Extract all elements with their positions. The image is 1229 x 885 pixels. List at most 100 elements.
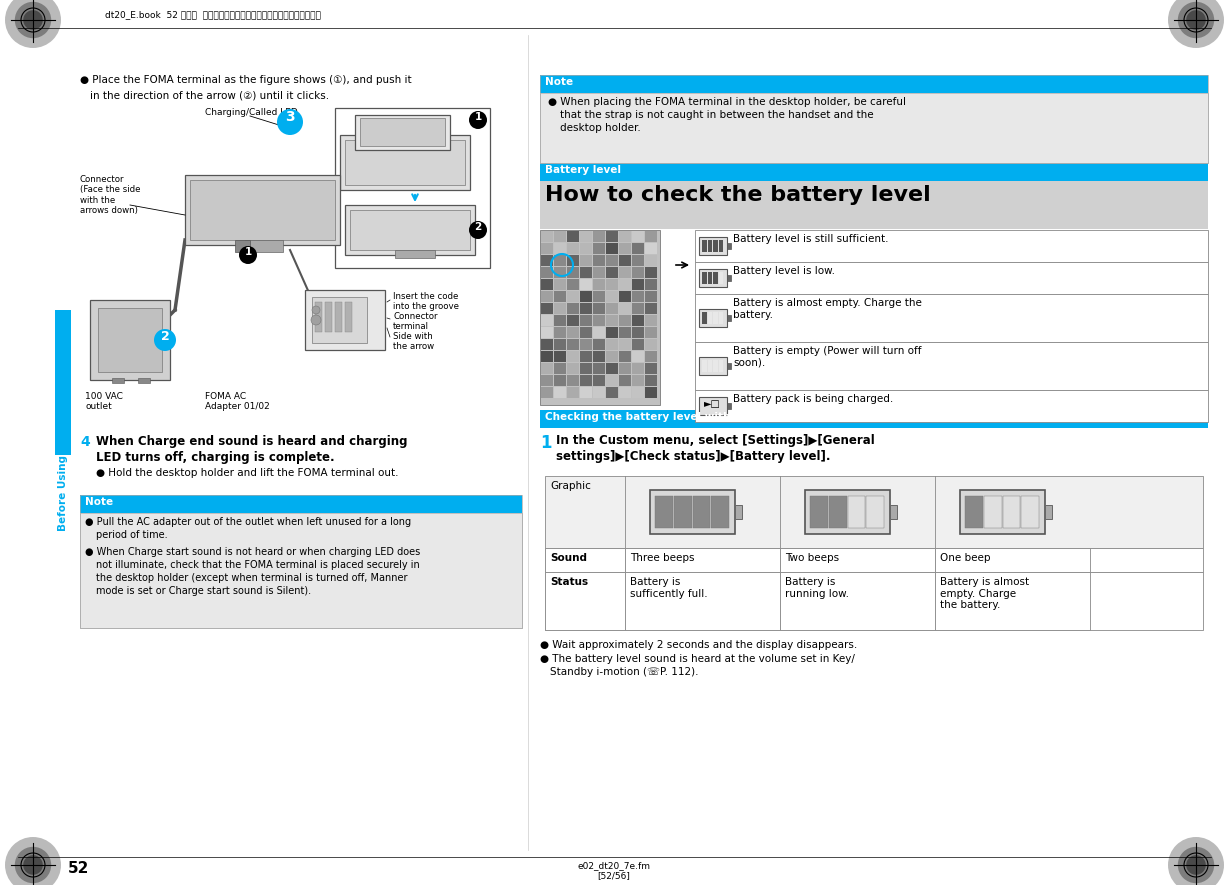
Bar <box>696 390 1208 422</box>
Bar <box>541 231 553 242</box>
Bar <box>554 351 567 362</box>
Bar <box>606 363 618 374</box>
Text: ● Wait approximately 2 seconds and the display disappears.: ● Wait approximately 2 seconds and the d… <box>540 640 858 650</box>
Bar <box>713 360 718 372</box>
Bar <box>98 308 162 372</box>
Text: Graphic: Graphic <box>551 481 591 491</box>
Bar <box>645 387 658 398</box>
Bar <box>186 175 340 245</box>
Circle shape <box>238 246 257 264</box>
Bar <box>1045 505 1052 519</box>
Bar <box>540 75 1208 93</box>
Bar <box>541 351 553 362</box>
Bar <box>645 291 658 302</box>
Bar <box>360 118 445 146</box>
Bar <box>702 240 707 252</box>
Text: 100 VAC
outlet: 100 VAC outlet <box>85 392 123 412</box>
Bar <box>554 267 567 278</box>
Bar <box>645 243 658 254</box>
Bar <box>567 339 579 350</box>
Bar <box>708 360 712 372</box>
Bar <box>567 375 579 386</box>
Text: Before Using the Handset: Before Using the Handset <box>58 379 68 531</box>
Bar <box>324 302 332 332</box>
Bar <box>594 327 605 338</box>
Bar <box>645 267 658 278</box>
Bar <box>626 548 780 572</box>
Bar <box>728 403 731 409</box>
Bar <box>655 496 672 528</box>
Bar <box>580 231 592 242</box>
Bar <box>632 339 644 350</box>
Text: ● When Charge start sound is not heard or when charging LED does: ● When Charge start sound is not heard o… <box>85 547 420 557</box>
Bar <box>541 363 553 374</box>
Bar <box>544 548 1203 572</box>
Bar <box>1003 496 1020 528</box>
Bar <box>606 279 618 290</box>
Bar <box>719 360 723 372</box>
Bar <box>567 279 579 290</box>
Bar <box>719 240 723 252</box>
Bar <box>336 108 490 268</box>
Text: ►□: ►□ <box>704 399 720 409</box>
Bar <box>632 363 644 374</box>
Bar <box>702 360 707 372</box>
Bar <box>632 303 644 314</box>
Bar <box>580 267 592 278</box>
Bar <box>696 342 1208 390</box>
Bar <box>594 303 605 314</box>
Text: 1: 1 <box>245 247 252 257</box>
Bar <box>554 231 567 242</box>
Text: Side with
the arrow: Side with the arrow <box>393 332 434 351</box>
Bar <box>541 375 553 386</box>
Bar <box>619 267 630 278</box>
Bar <box>594 375 605 386</box>
Bar <box>580 255 592 266</box>
Bar <box>567 327 579 338</box>
Circle shape <box>1168 837 1224 885</box>
Circle shape <box>5 0 61 48</box>
Text: Connector
(Face the side
with the
arrows down): Connector (Face the side with the arrows… <box>80 175 140 215</box>
Bar <box>1021 496 1039 528</box>
Bar <box>619 243 630 254</box>
Circle shape <box>1168 0 1224 48</box>
Bar <box>805 490 890 534</box>
Bar <box>340 135 469 190</box>
Bar <box>619 387 630 398</box>
Text: not illuminate, check that the FOMA terminal is placed securely in: not illuminate, check that the FOMA term… <box>96 560 420 570</box>
Bar <box>619 351 630 362</box>
Circle shape <box>154 329 176 351</box>
Text: Three beeps: Three beeps <box>630 553 694 563</box>
Bar <box>567 387 579 398</box>
Bar <box>541 327 553 338</box>
Bar <box>540 163 1208 181</box>
Bar <box>606 291 618 302</box>
Text: 3: 3 <box>285 110 295 124</box>
Bar <box>645 231 658 242</box>
Bar <box>541 243 553 254</box>
Bar <box>540 410 1208 428</box>
Bar <box>890 505 897 519</box>
Text: When Charge end sound is heard and charging: When Charge end sound is heard and charg… <box>96 435 408 448</box>
Bar <box>580 279 592 290</box>
Circle shape <box>23 11 43 30</box>
Text: 2: 2 <box>161 330 170 343</box>
Bar <box>696 294 1208 342</box>
Bar <box>554 315 567 326</box>
Bar <box>112 378 124 383</box>
Bar <box>541 255 553 266</box>
Bar <box>645 327 658 338</box>
Bar <box>540 230 660 405</box>
Bar <box>80 513 522 628</box>
Bar <box>650 490 735 534</box>
Bar <box>619 375 630 386</box>
Bar <box>90 300 170 380</box>
Bar <box>619 231 630 242</box>
Bar <box>554 375 567 386</box>
Bar <box>55 310 71 455</box>
Bar <box>645 255 658 266</box>
Text: 1: 1 <box>474 112 482 122</box>
Bar <box>606 351 618 362</box>
Bar <box>540 75 1208 163</box>
Bar <box>554 291 567 302</box>
